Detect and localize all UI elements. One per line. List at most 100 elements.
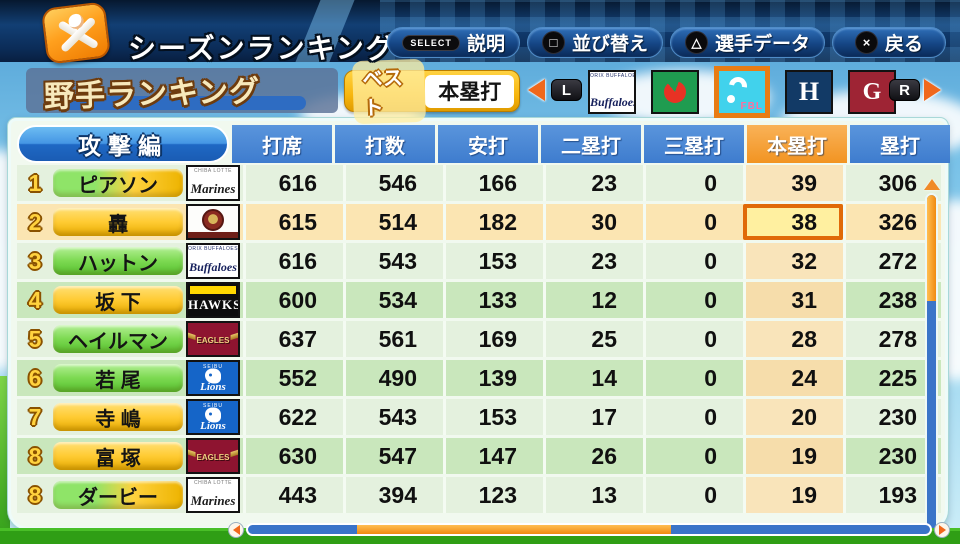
scroll-up-icon[interactable] [924, 179, 940, 190]
lion-head-icon [205, 407, 221, 423]
page-title: シーズンランキング [128, 33, 396, 64]
scroll-right-button[interactable] [934, 522, 950, 538]
stat-cell: 534 [343, 282, 443, 318]
eagles-wing-icon: EAGLES [197, 447, 230, 465]
ranking-row-3[interactable]: 3 ハットン ORIX BUFFALOES Buffaloes 616 543 153 23 0… [17, 243, 941, 279]
fighters-logo [186, 204, 240, 240]
shoulder-r-button[interactable]: R [889, 79, 920, 101]
player-name-pill: 若 尾 [53, 364, 183, 392]
ranking-row-8[interactable]: 8 富 塚 EAGLES 630 547 147 26 0 19 230 [17, 438, 941, 474]
vertical-scroll-thumb[interactable] [927, 195, 936, 302]
stat-cell: 546 [343, 165, 443, 201]
left-arrow-icon [232, 525, 240, 535]
ranking-row-5[interactable]: 5 ヘイルマン EAGLES 637 561 169 25 0 28 278 [17, 321, 941, 357]
stat-cell: 0 [643, 165, 743, 201]
stat-cell: 30 [543, 204, 643, 240]
table-header-row: 攻撃編 打席 打数 安打 二塁打 三塁打 本塁打 塁打 [17, 125, 950, 163]
stat-cell: 17 [543, 399, 643, 435]
gteam-wordmark: G [862, 78, 882, 105]
ranking-category-selector[interactable]: ベスト 本塁打 [344, 58, 520, 124]
top-buttons: SELECT 説明 □ 並び替え △ 選手データ × 戻る [387, 27, 946, 58]
crossed-bats-icon [40, 1, 112, 65]
hteam-logo[interactable]: H [785, 70, 833, 114]
select-key-badge: SELECT [402, 34, 460, 51]
help-button[interactable]: SELECT 説明 [387, 27, 520, 58]
sort-button[interactable]: □ 並び替え [526, 27, 663, 58]
ranking-row-9[interactable]: 8 ダービー CHIBA LOTTE Marines 443 394 123 13 0 19 193 [17, 477, 941, 513]
stat-cell: 0 [643, 438, 743, 474]
ranking-row-4[interactable]: 4 坂 下 HAWKS 600 534 133 12 0 31 238 [17, 282, 941, 318]
section-bar [26, 68, 338, 113]
buffaloes-wordmark: Buffaloes [590, 95, 636, 109]
carp-logo[interactable] [651, 70, 699, 114]
league-next-arrow[interactable] [924, 79, 941, 101]
player-name-pill: ピアソン [53, 169, 183, 197]
help-label: 説明 [466, 34, 505, 55]
stat-cell: 490 [343, 360, 443, 396]
gteam-logo[interactable]: G [848, 70, 896, 114]
stat-cell: 278 [843, 321, 943, 357]
vertical-scrollbar[interactable] [924, 179, 940, 544]
rank-number: 8 [28, 481, 42, 508]
team-logo-cell: CHIBA LOTTE Marines [183, 165, 243, 201]
stat-cell: 306 [843, 165, 943, 201]
player-data-label: 選手データ [714, 34, 810, 55]
stat-cell: 616 [243, 165, 343, 201]
scroll-left-button[interactable] [228, 522, 244, 538]
stat-cell: 514 [343, 204, 443, 240]
fighters-banner [188, 232, 238, 238]
stat-cell: 230 [843, 399, 943, 435]
player-name-pill: ダービー [53, 481, 183, 509]
ranking-row-6[interactable]: 6 若 尾 SEIBU Lions 552 490 139 14 0 24 225 [17, 360, 941, 396]
marines-logo: CHIBA LOTTE Marines [186, 477, 240, 513]
fbl-dot-icon [727, 95, 735, 103]
rank-number: 2 [28, 208, 42, 235]
team-logo-cell [183, 204, 243, 240]
selected-stat-cell[interactable]: 38 [743, 204, 843, 240]
stat-cell: 0 [643, 204, 743, 240]
buffaloes-logo[interactable]: ORIX BUFFALOES Buffaloes [588, 70, 636, 114]
stat-cell: 139 [443, 360, 543, 396]
stat-cell: 182 [443, 204, 543, 240]
stat-cell: 616 [243, 243, 343, 279]
hawks-wordmark: HAWKS [188, 297, 240, 312]
stat-cell: 0 [643, 399, 743, 435]
back-button[interactable]: × 戻る [831, 27, 946, 58]
league-prev-arrow[interactable] [528, 79, 545, 101]
sort-label: 並び替え [571, 34, 648, 55]
stat-cell: 23 [543, 243, 643, 279]
lions-wordmark: Lions [200, 381, 226, 393]
ranking-row-2[interactable]: 2 轟 615 514 182 30 0 38 326 [17, 204, 941, 240]
stat-cell: 133 [443, 282, 543, 318]
hteam-wordmark: H [798, 77, 820, 106]
triangle-button-icon: △ [684, 31, 708, 54]
vertical-scroll-track[interactable] [925, 193, 938, 544]
stat-cell: 147 [443, 438, 543, 474]
stat-cell: 0 [643, 321, 743, 357]
horizontal-scroll-thumb[interactable] [357, 525, 671, 534]
buffaloes-wordmark: Buffaloes [189, 260, 237, 274]
stat-cell: 26 [543, 438, 643, 474]
fbl-wordmark: FBL [740, 101, 763, 112]
stat-cell: 28 [743, 321, 843, 357]
shoulder-l-button[interactable]: L [551, 79, 582, 101]
stat-cell: 14 [543, 360, 643, 396]
ranking-row-1[interactable]: 1 ピアソン CHIBA LOTTE Marines 616 546 166 23 0 39 306 [17, 165, 941, 201]
marines-logo: CHIBA LOTTE Marines [186, 165, 240, 201]
right-arrow-icon [938, 525, 946, 535]
player-data-button[interactable]: △ 選手データ [669, 27, 825, 58]
rank-number: 7 [28, 403, 42, 430]
stat-cell: 153 [443, 243, 543, 279]
ranking-row-7[interactable]: 7 寺 嶋 SEIBU Lions 622 543 153 17 0 20 230 [17, 399, 941, 435]
lions-logo: SEIBU Lions [186, 360, 240, 396]
fbl-logo-selected[interactable]: FBL [714, 66, 770, 118]
back-label: 戻る [884, 34, 923, 55]
stat-cell: 0 [643, 477, 743, 513]
stat-cell: 123 [443, 477, 543, 513]
stat-cell: 547 [343, 438, 443, 474]
lions-logo: SEIBU Lions [186, 399, 240, 435]
rank-number: 8 [28, 442, 42, 469]
best-label: ベスト [351, 58, 427, 124]
stat-cell: 169 [443, 321, 543, 357]
horizontal-scrollbar[interactable] [246, 523, 932, 536]
